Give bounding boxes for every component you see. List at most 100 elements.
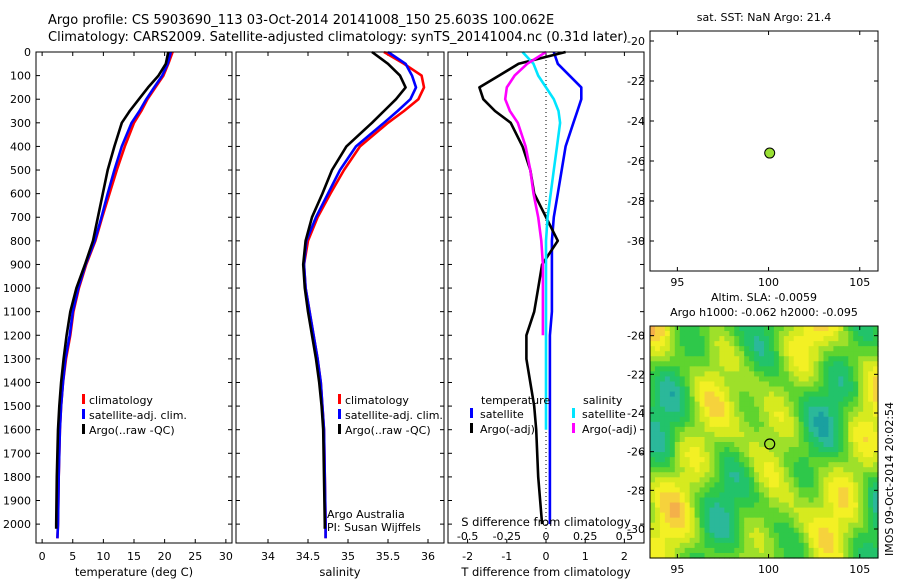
- heatmap-cell: [744, 442, 750, 448]
- heatmap-cell: [694, 507, 701, 514]
- heatmap-cell: [803, 326, 810, 332]
- heatmap-cell: [793, 457, 800, 463]
- heatmap-cell: [813, 436, 820, 443]
- heatmap-cell: [853, 527, 859, 534]
- heatmap-cell: [808, 537, 815, 544]
- heatmap-cell: [659, 537, 666, 544]
- heatmap-cell: [674, 472, 681, 478]
- heatmap-cell: [714, 497, 720, 504]
- heatmap-cell: [813, 341, 820, 347]
- heatmap-cell: [734, 532, 740, 539]
- heatmap-cell: [873, 502, 879, 509]
- heatmap-cell: [749, 552, 755, 559]
- heatmap-cell: [853, 411, 859, 418]
- heatmap-cell: [679, 542, 686, 549]
- heatmap-cell: [659, 462, 666, 468]
- heatmap-cell: [654, 492, 661, 499]
- heatmap-cell: [838, 351, 844, 357]
- heatmap-cell: [788, 356, 795, 362]
- heatmap-cell: [818, 326, 825, 332]
- heatmap-cell: [739, 537, 745, 544]
- heatmap-cell: [749, 341, 755, 347]
- heatmap-cell: [699, 552, 706, 559]
- heatmap-cell: [848, 346, 854, 352]
- heatmap-cell: [873, 532, 879, 539]
- heatmap-cell: [694, 421, 701, 428]
- heatmap-cell: [788, 507, 795, 514]
- heatmap-cell: [689, 406, 696, 413]
- heatmap-cell: [674, 411, 681, 418]
- y-tick-label: -22: [627, 368, 645, 381]
- heatmap-cell: [788, 361, 795, 367]
- heatmap-cell: [739, 371, 745, 378]
- heatmap-cell: [664, 406, 671, 413]
- heatmap-cell: [828, 396, 834, 403]
- heatmap-cell: [858, 326, 864, 332]
- heatmap-cell: [724, 457, 730, 463]
- heatmap-cell: [798, 336, 805, 342]
- heatmap-cell: [654, 477, 661, 483]
- heatmap-cell: [759, 442, 765, 448]
- heatmap-cell: [823, 376, 830, 383]
- heatmap-cell: [739, 547, 745, 554]
- heatmap-cell: [868, 366, 874, 372]
- heatmap-cell: [759, 401, 765, 408]
- heatmap-cell: [659, 371, 666, 378]
- x-tick-label: 100: [758, 276, 779, 289]
- heatmap-cell: [873, 431, 879, 438]
- heatmap-cell: [704, 331, 711, 337]
- heatmap-cell: [669, 366, 676, 372]
- heatmap-cell: [744, 426, 750, 433]
- heatmap-cell: [823, 547, 830, 554]
- heatmap-cell: [684, 346, 691, 352]
- heatmap-cell: [788, 477, 795, 483]
- x-tick-label: 2: [621, 550, 628, 563]
- heatmap-cell: [833, 426, 839, 433]
- heatmap-cell: [719, 366, 725, 372]
- heatmap-cell: [694, 522, 701, 529]
- heatmap-cell: [659, 507, 666, 514]
- heatmap-cell: [719, 406, 725, 413]
- heatmap-cell: [764, 477, 770, 483]
- heatmap-cell: [828, 452, 834, 458]
- heatmap-cell: [744, 547, 750, 554]
- legend-swatch: [572, 423, 575, 433]
- heatmap-cell: [768, 356, 775, 362]
- heatmap-cell: [650, 411, 656, 418]
- heatmap-cell: [684, 386, 691, 393]
- heatmap-cell: [704, 411, 711, 418]
- heatmap-cell: [843, 452, 849, 458]
- heatmap-cell: [788, 386, 795, 393]
- heatmap-cell: [783, 507, 790, 514]
- heatmap-cell: [654, 421, 661, 428]
- heatmap-cell: [828, 391, 834, 398]
- heatmap-cell: [684, 462, 691, 468]
- heatmap-cell: [744, 376, 750, 383]
- heatmap-cell: [773, 457, 780, 463]
- heatmap-cell: [729, 426, 735, 433]
- heatmap-cell: [828, 492, 834, 499]
- heatmap-cell: [669, 512, 676, 519]
- heatmap-cell: [773, 351, 780, 357]
- heatmap-cell: [823, 406, 830, 413]
- heatmap-cell: [863, 467, 869, 473]
- heatmap-cell: [813, 416, 820, 423]
- heatmap-cell: [734, 406, 740, 413]
- series-line-0: [302, 50, 426, 539]
- heatmap-cell: [853, 547, 859, 554]
- heatmap-cell: [704, 336, 711, 342]
- heatmap-cell: [669, 331, 676, 337]
- heatmap-cell: [768, 401, 775, 408]
- heatmap-cell: [739, 361, 745, 367]
- heatmap-cell: [808, 351, 815, 357]
- heatmap-cell: [863, 341, 869, 347]
- heatmap-cell: [833, 326, 839, 332]
- heatmap-cell: [788, 411, 795, 418]
- heatmap-cell: [744, 467, 750, 473]
- heatmap-cell: [699, 371, 706, 378]
- heatmap-cell: [754, 406, 760, 413]
- heatmap-cell: [833, 487, 839, 494]
- heatmap-cell: [689, 457, 696, 463]
- heatmap-cell: [773, 532, 780, 539]
- heatmap-cell: [798, 401, 805, 408]
